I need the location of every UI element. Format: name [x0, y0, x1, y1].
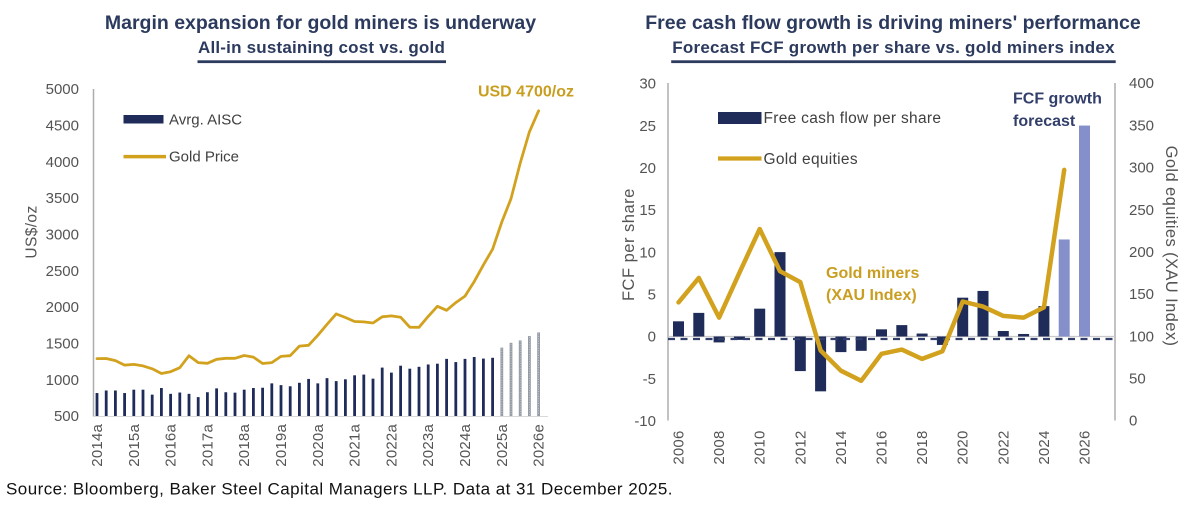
svg-text:500: 500: [54, 408, 79, 425]
svg-text:2021a: 2021a: [347, 424, 364, 467]
svg-text:US$/oz: US$/oz: [24, 205, 41, 258]
svg-text:200: 200: [1129, 244, 1154, 261]
svg-text:Gold miners: Gold miners: [826, 265, 919, 282]
svg-text:forecast: forecast: [1013, 113, 1076, 130]
svg-text:Gold equities: Gold equities: [764, 151, 858, 168]
svg-text:2006: 2006: [671, 431, 688, 465]
svg-text:2500: 2500: [46, 263, 79, 280]
svg-text:2022a: 2022a: [383, 424, 400, 467]
svg-text:1500: 1500: [46, 336, 79, 353]
svg-text:2018: 2018: [914, 431, 931, 465]
svg-text:2018a: 2018a: [236, 424, 253, 467]
svg-text:Margin expansion for gold mine: Margin expansion for gold miners is unde…: [105, 12, 536, 34]
svg-text:Free cash flow per share: Free cash flow per share: [764, 110, 942, 127]
svg-text:3000: 3000: [46, 227, 79, 244]
svg-text:5: 5: [648, 287, 656, 304]
svg-text:2023a: 2023a: [420, 424, 437, 467]
svg-text:2015a: 2015a: [126, 424, 143, 467]
svg-text:2024: 2024: [1036, 431, 1053, 465]
svg-text:350: 350: [1129, 117, 1154, 134]
svg-text:4500: 4500: [46, 118, 79, 135]
svg-text:100: 100: [1129, 328, 1154, 345]
svg-text:3500: 3500: [46, 190, 79, 207]
svg-text:2026: 2026: [1077, 431, 1094, 465]
svg-text:2014a: 2014a: [89, 424, 106, 467]
svg-text:50: 50: [1129, 371, 1146, 388]
svg-text:-5: -5: [643, 371, 656, 388]
svg-text:USD 4700/oz: USD 4700/oz: [478, 84, 574, 101]
svg-text:10: 10: [639, 244, 656, 261]
svg-text:2025a: 2025a: [494, 424, 511, 467]
svg-text:2012: 2012: [792, 431, 809, 465]
svg-text:(XAU Index): (XAU Index): [826, 287, 917, 304]
svg-text:150: 150: [1129, 286, 1154, 303]
svg-text:2020: 2020: [955, 431, 972, 465]
svg-text:2024a: 2024a: [457, 424, 474, 467]
svg-text:250: 250: [1129, 202, 1154, 219]
svg-text:20: 20: [639, 160, 656, 177]
svg-text:Source: Bloomberg, Baker Steel: Source: Bloomberg, Baker Steel Capital M…: [6, 480, 673, 499]
svg-text:4000: 4000: [46, 154, 79, 171]
svg-text:2019a: 2019a: [273, 424, 290, 467]
svg-text:1000: 1000: [46, 372, 79, 389]
svg-text:25: 25: [639, 118, 656, 135]
svg-text:2000: 2000: [46, 299, 79, 316]
svg-text:2026e: 2026e: [531, 424, 548, 467]
svg-text:Gold equities (XAU Index): Gold equities (XAU Index): [1162, 146, 1180, 347]
svg-text:0: 0: [648, 329, 656, 346]
svg-text:All-in sustaining cost vs. gol: All-in sustaining cost vs. gold: [198, 38, 445, 57]
svg-text:Forecast FCF growth per share: Forecast FCF growth per share vs. gold m…: [672, 38, 1115, 57]
svg-text:2016a: 2016a: [163, 424, 180, 467]
svg-text:2020a: 2020a: [310, 424, 327, 467]
svg-text:0: 0: [1129, 413, 1137, 430]
svg-text:5000: 5000: [46, 81, 79, 98]
svg-text:400: 400: [1129, 75, 1154, 92]
svg-text:15: 15: [639, 202, 656, 219]
svg-text:2010: 2010: [752, 431, 769, 465]
svg-text:2014: 2014: [833, 431, 850, 465]
svg-text:FCF growth: FCF growth: [1013, 91, 1102, 108]
svg-text:30: 30: [639, 76, 656, 93]
svg-text:2022: 2022: [995, 431, 1012, 465]
svg-text:Gold Price: Gold Price: [169, 149, 239, 166]
svg-text:FCF per share: FCF per share: [620, 188, 638, 301]
svg-text:-10: -10: [634, 413, 656, 430]
svg-text:2008: 2008: [711, 431, 728, 465]
svg-text:2017a: 2017a: [199, 424, 216, 467]
svg-text:300: 300: [1129, 160, 1154, 177]
svg-text:2016: 2016: [874, 431, 891, 465]
svg-text:Free cash flow growth is drivi: Free cash flow growth is driving miners'…: [645, 12, 1141, 34]
svg-text:Avrg. AISC: Avrg. AISC: [169, 112, 242, 129]
